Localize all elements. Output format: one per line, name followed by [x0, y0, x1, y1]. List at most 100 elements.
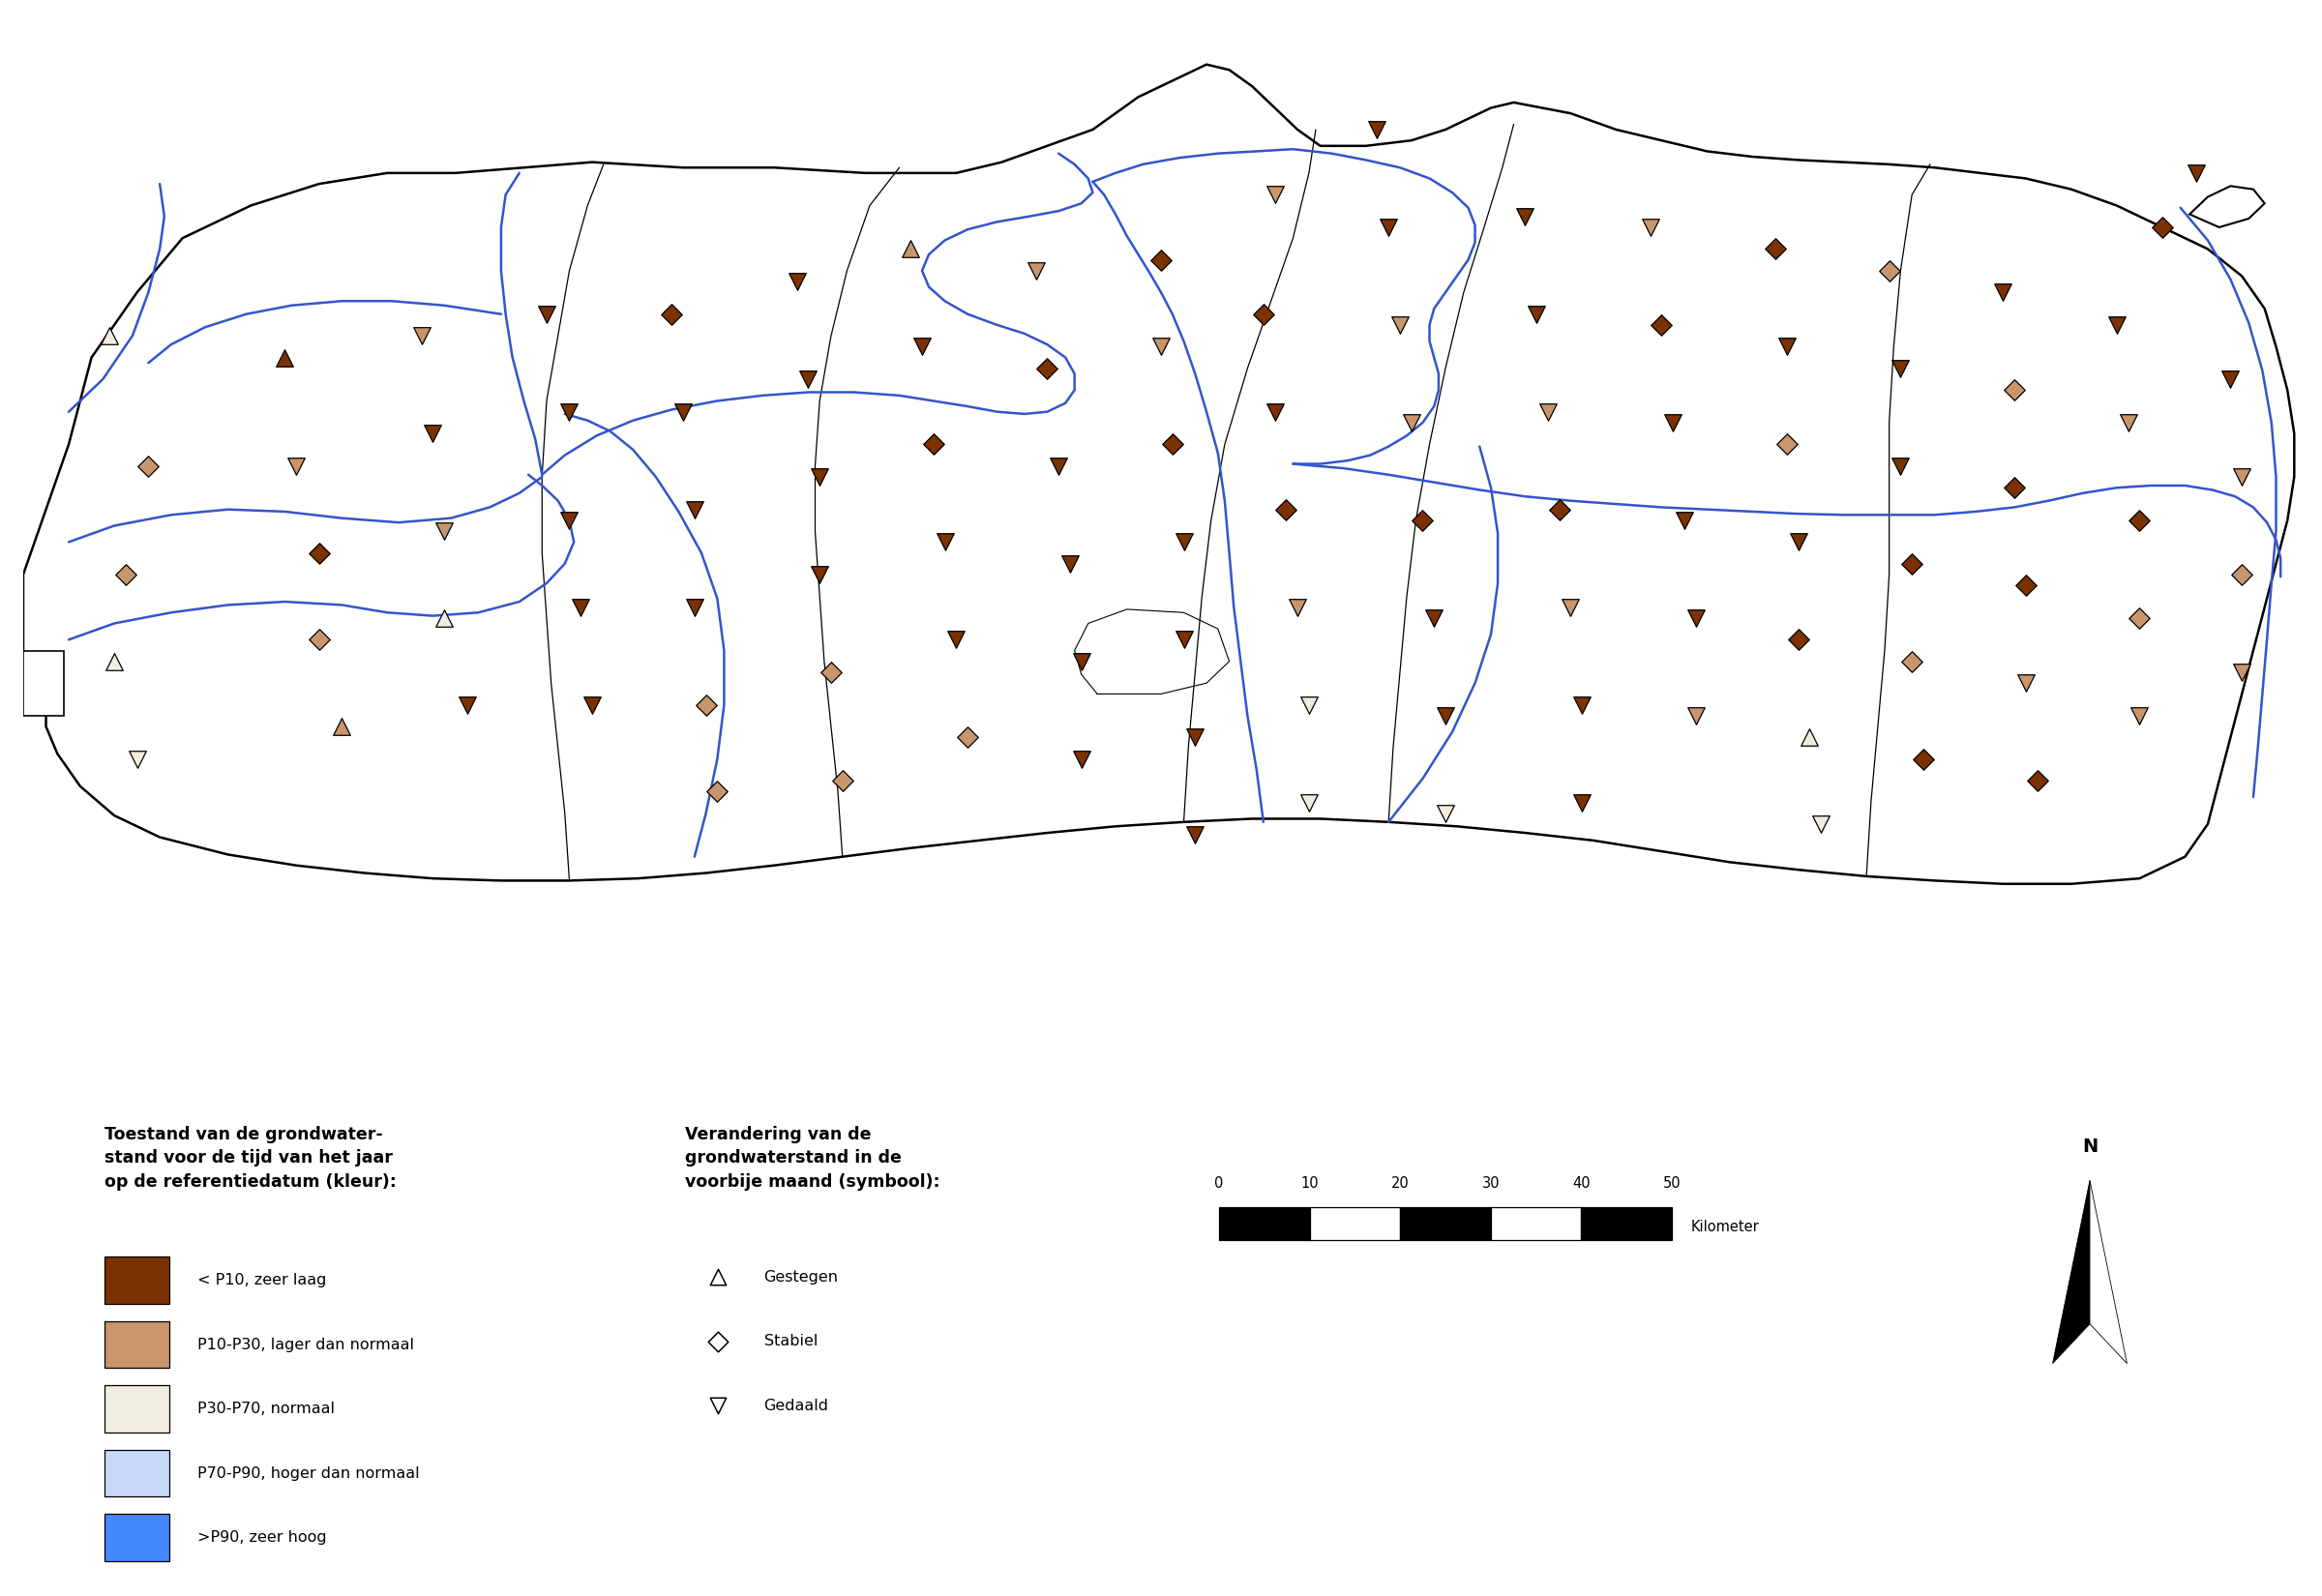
Point — [1632, 214, 1670, 239]
Text: Toestand van de grondwater-
stand voor de tijd van het jaar
op de referentiedatu: Toestand van de grondwater- stand voor d… — [104, 1127, 397, 1191]
Point — [699, 779, 736, 804]
Text: < P10, zeer laag: < P10, zeer laag — [197, 1274, 327, 1288]
Point — [1563, 693, 1600, 718]
Point — [813, 659, 850, 685]
Point — [107, 562, 144, 587]
Point — [1892, 551, 1930, 576]
Text: Verandering van de
grondwaterstand in de
voorbije maand (symbool):: Verandering van de grondwaterstand in de… — [685, 1127, 940, 1191]
Point — [664, 399, 701, 425]
Point — [1563, 790, 1600, 816]
Text: 10: 10 — [1300, 1176, 1319, 1191]
Text: 50: 50 — [1663, 1176, 1681, 1191]
Point — [95, 648, 132, 674]
Point — [1779, 530, 1816, 555]
Point — [892, 236, 929, 262]
Point — [2178, 160, 2215, 185]
Point — [699, 1264, 736, 1290]
Polygon shape — [23, 64, 2294, 884]
Point — [1063, 648, 1101, 674]
Point — [699, 1393, 736, 1419]
Point — [676, 496, 713, 522]
Point — [699, 1328, 736, 1353]
Point — [118, 747, 156, 772]
Bar — [104, 1449, 170, 1497]
Text: P70-P90, hoger dan normaal: P70-P90, hoger dan normaal — [197, 1467, 420, 1481]
Point — [550, 508, 587, 533]
Polygon shape — [2053, 1181, 2090, 1363]
Point — [1142, 247, 1180, 273]
Text: Gedaald: Gedaald — [764, 1398, 829, 1412]
Point — [2018, 768, 2055, 793]
Point — [1644, 313, 1681, 338]
Point — [1542, 496, 1579, 522]
Point — [1426, 702, 1465, 728]
Point — [1245, 302, 1282, 327]
Point — [2099, 313, 2136, 338]
Point — [1358, 117, 1396, 142]
Point — [1291, 693, 1328, 718]
Point — [130, 453, 167, 479]
Point — [1393, 410, 1430, 436]
Point — [1017, 259, 1054, 284]
Point — [950, 725, 987, 750]
Point — [1426, 801, 1465, 827]
Point — [801, 464, 838, 490]
Text: >P90, zeer hoog: >P90, zeer hoog — [197, 1531, 327, 1545]
Point — [1530, 399, 1567, 425]
Point — [1507, 204, 1544, 230]
Point — [2213, 367, 2250, 393]
Point — [1769, 334, 1807, 359]
Point — [300, 539, 337, 565]
Point — [425, 519, 462, 544]
Point — [1653, 410, 1690, 436]
Point — [550, 399, 587, 425]
Point — [1519, 302, 1556, 327]
Point — [448, 693, 485, 718]
Point — [574, 693, 611, 718]
Point — [926, 530, 964, 555]
Point — [2224, 659, 2262, 685]
Point — [652, 302, 690, 327]
Point — [789, 367, 827, 393]
Point — [1256, 399, 1293, 425]
Bar — [1491, 1208, 1581, 1240]
Point — [1052, 551, 1089, 576]
Point — [2108, 410, 2146, 436]
Point — [1904, 747, 1941, 772]
Point — [903, 334, 940, 359]
Point — [2120, 605, 2157, 630]
Text: P30-P70, normaal: P30-P70, normaal — [197, 1401, 334, 1416]
Point — [1405, 508, 1442, 533]
Point — [1268, 496, 1305, 522]
Point — [1177, 822, 1214, 847]
Point — [1177, 725, 1214, 750]
Point — [1279, 594, 1317, 619]
Point — [1997, 476, 2034, 501]
Text: P10-P30, lager dan normaal: P10-P30, lager dan normaal — [197, 1337, 413, 1352]
Point — [1676, 605, 1714, 630]
Point — [1291, 790, 1328, 816]
Point — [1029, 356, 1066, 381]
Point — [1779, 627, 1816, 653]
Bar — [1219, 1208, 1310, 1240]
Point — [300, 627, 337, 653]
Point — [2006, 670, 2043, 696]
Point — [2120, 702, 2157, 728]
Polygon shape — [23, 651, 65, 715]
Point — [676, 594, 713, 619]
Point — [1166, 530, 1203, 555]
Point — [801, 562, 838, 587]
Point — [1154, 431, 1191, 456]
Point — [1985, 279, 2022, 305]
Text: Gestegen: Gestegen — [764, 1270, 838, 1285]
Bar — [104, 1321, 170, 1368]
Point — [1551, 594, 1588, 619]
Bar — [1581, 1208, 1672, 1240]
Point — [1142, 334, 1180, 359]
Polygon shape — [2190, 187, 2264, 227]
Point — [1881, 356, 1918, 381]
Bar — [1400, 1208, 1491, 1240]
Bar — [1310, 1208, 1400, 1240]
Text: N: N — [2083, 1138, 2097, 1156]
Point — [824, 768, 861, 793]
